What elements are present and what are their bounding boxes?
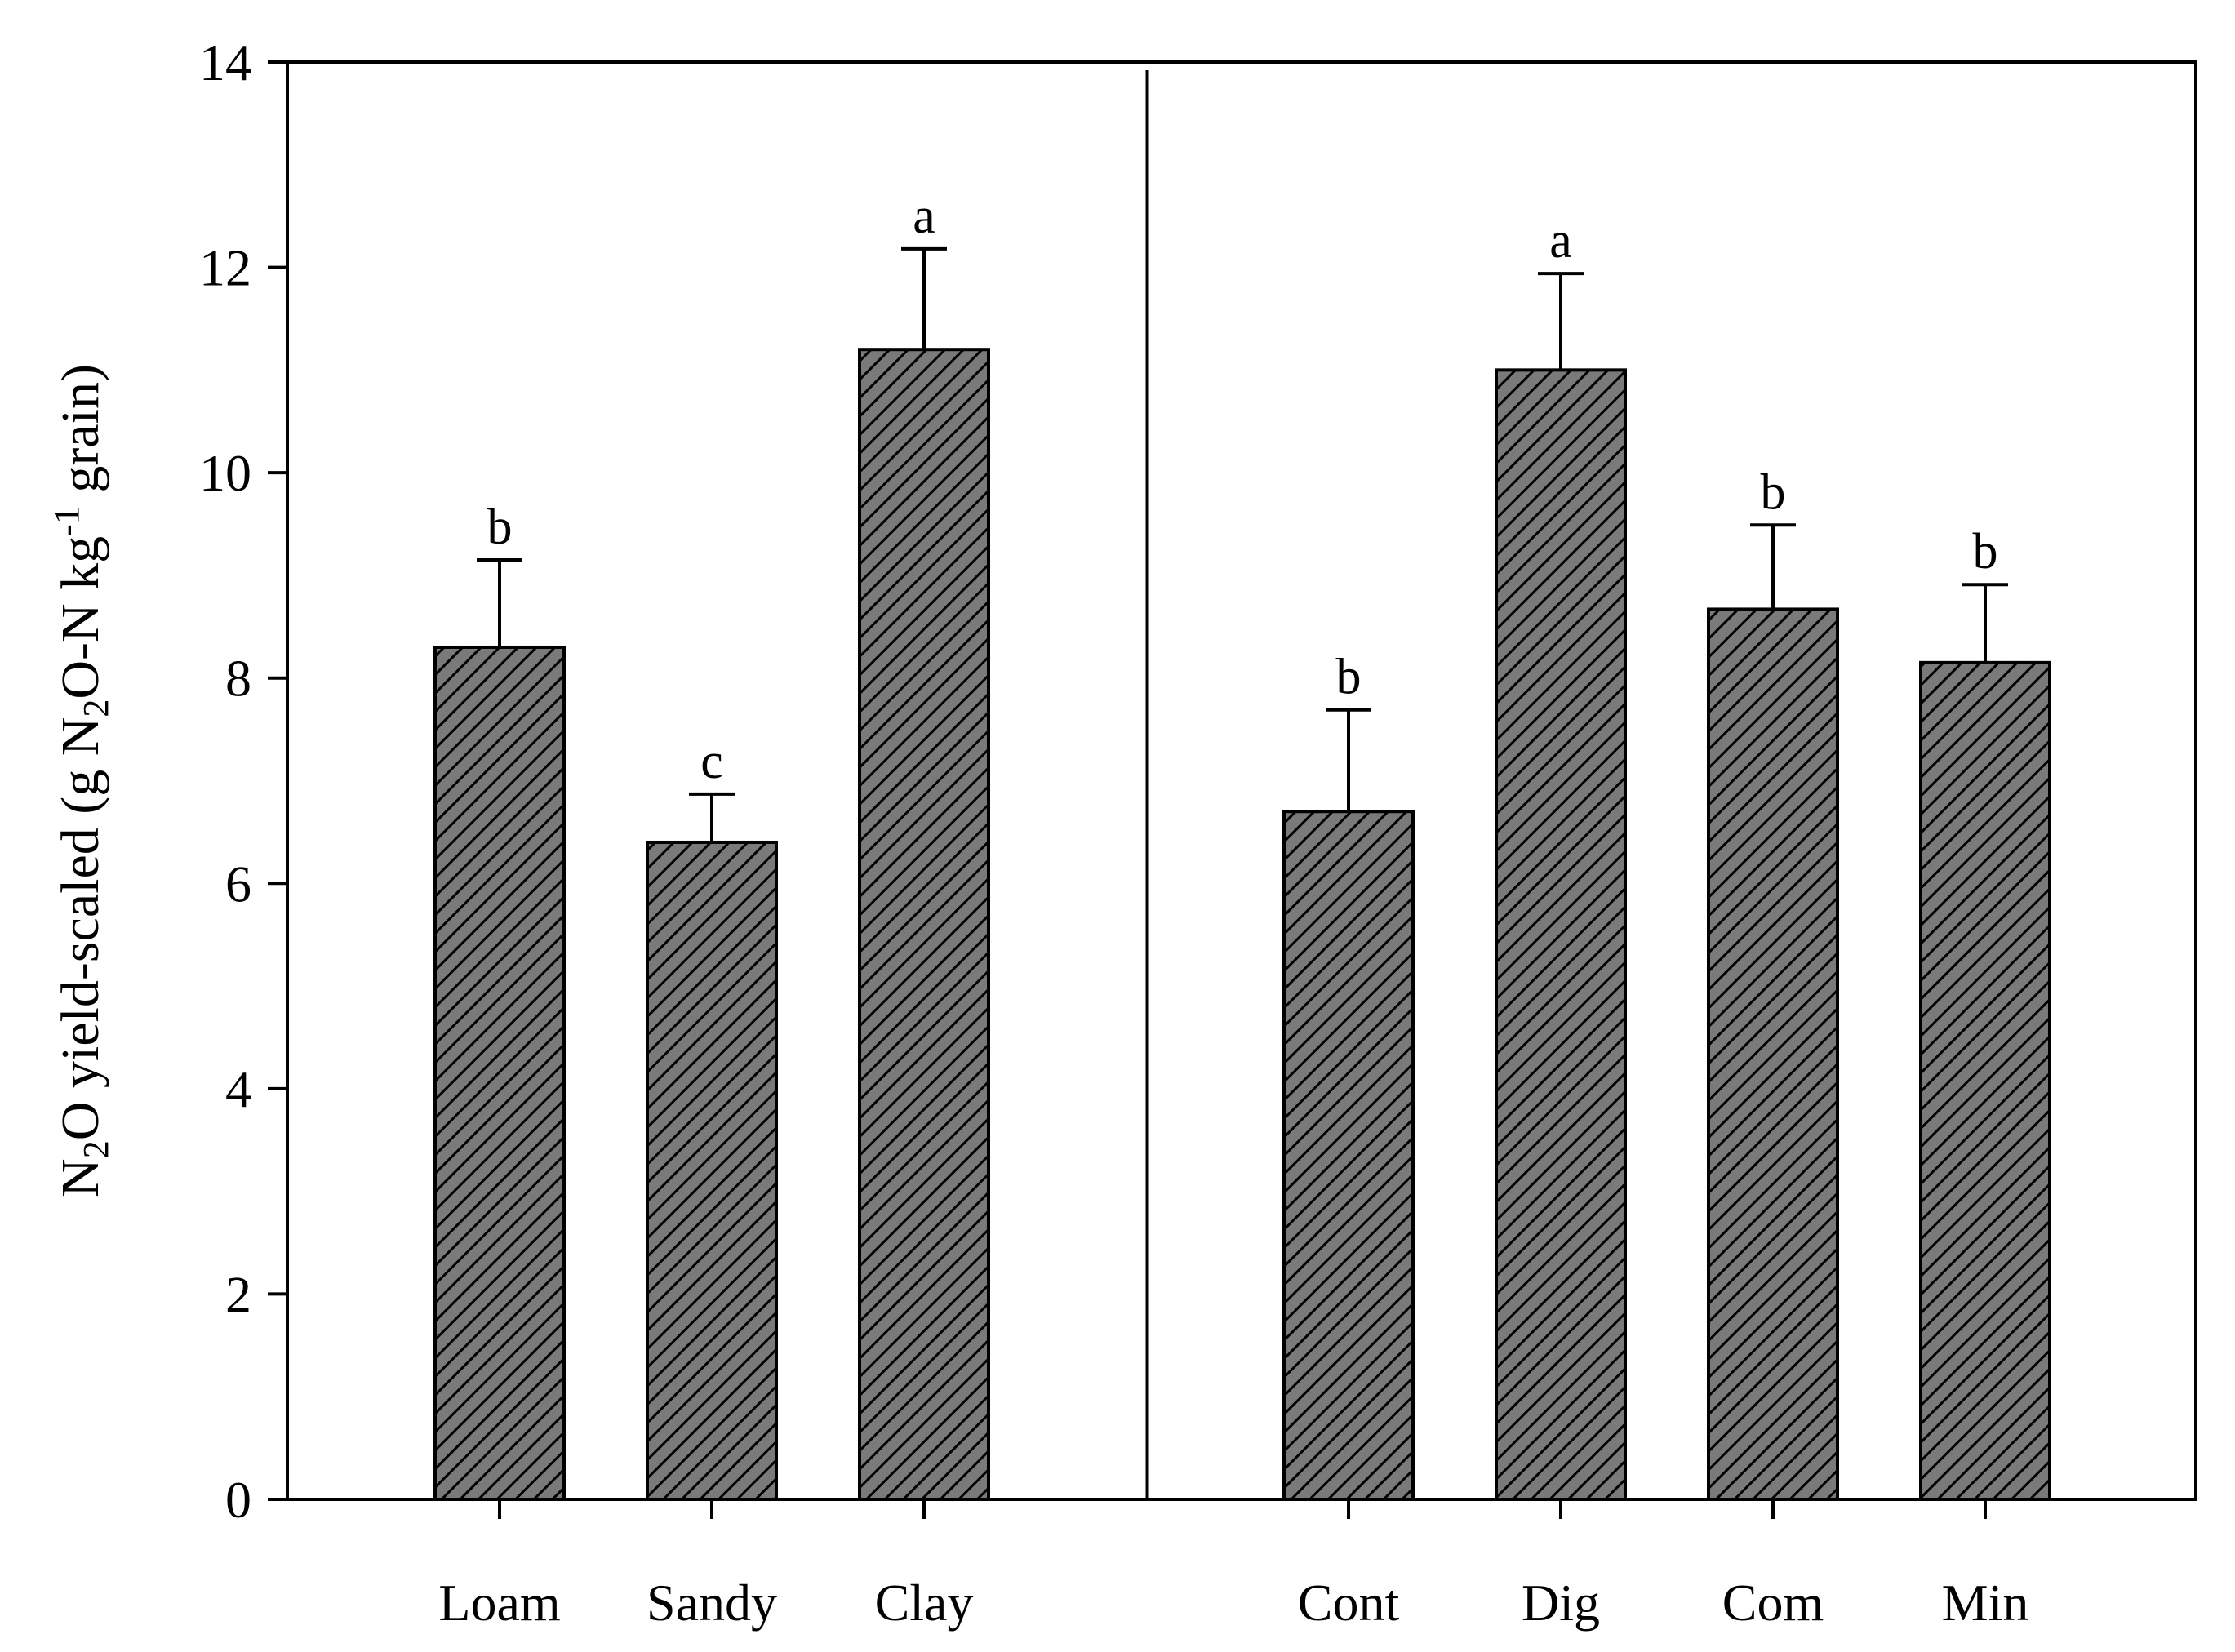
x-tick-label-loam: Loam: [438, 1574, 560, 1632]
bar-cont: [1282, 810, 1415, 1501]
x-tick-label-sandy: Sandy: [647, 1574, 777, 1632]
bar-sandy: [646, 840, 778, 1501]
x-tick-label-min: Min: [1942, 1574, 2029, 1632]
bar-min: [1919, 660, 2051, 1501]
significance-letter-dig: a: [1549, 213, 1572, 269]
y-tick-label: 4: [225, 1060, 251, 1118]
y-tick-label: 8: [225, 650, 251, 708]
x-tick-label-clay: Clay: [875, 1574, 974, 1632]
plot-area: 0 2 4 6 8 10 12 14 N2O yield-scaled (g N2O-N kg-…: [47, 33, 2197, 1632]
y-axis-label: N2O yield-scaled (g N2O-N kg-1 grain): [47, 364, 117, 1197]
y-tick-label: 12: [199, 239, 251, 297]
y-tick-label: 6: [225, 855, 251, 913]
bar-loam: [433, 645, 566, 1502]
x-tick-label-dig: Dig: [1522, 1574, 1600, 1632]
y-tick-label: 10: [199, 444, 251, 502]
y-tick-label: 14: [199, 33, 251, 91]
significance-letter-min: b: [1973, 524, 1998, 580]
significance-letter-sandy: c: [700, 734, 723, 789]
significance-letter-com: b: [1761, 464, 1786, 520]
bar-com: [1707, 607, 1839, 1501]
bar-clay: [858, 348, 990, 1502]
significance-letter-cont: b: [1336, 650, 1362, 705]
y-tick-label: 0: [225, 1471, 251, 1529]
y-tick-label: 2: [225, 1265, 251, 1323]
x-tick-label-com: Com: [1722, 1574, 1824, 1632]
significance-letter-loam: b: [487, 500, 513, 555]
significance-letter-clay: a: [913, 189, 935, 244]
x-tick-label-cont: Cont: [1298, 1574, 1400, 1632]
plot-frame: [286, 60, 2197, 1501]
bar-dig: [1495, 368, 1627, 1501]
